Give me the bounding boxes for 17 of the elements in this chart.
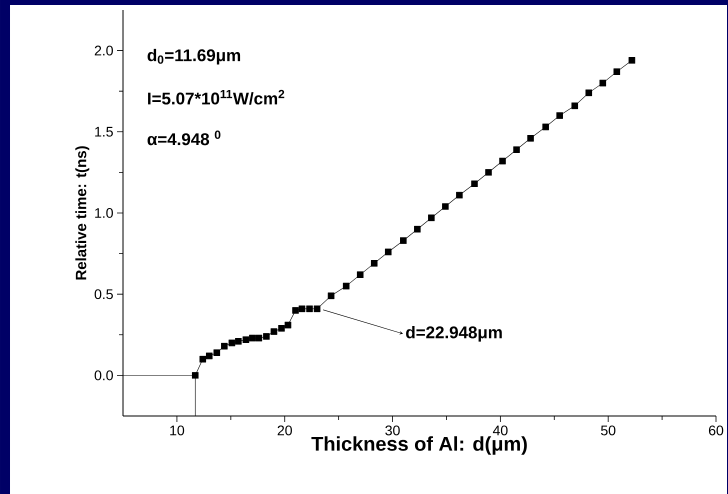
y-axis-title: Relative time: t(ns) [75, 146, 90, 280]
y-tick-label: 0.0 [94, 370, 113, 380]
x-tick-label: 40 [492, 425, 508, 436]
x-axis-title: Thickness of Al: d(μm) [311, 436, 527, 455]
x-tick-label: 20 [278, 425, 292, 436]
x-tick-label: 30 [385, 425, 400, 436]
x-tick-label: 10 [170, 425, 184, 436]
y-tick-label: 1.5 [95, 126, 113, 137]
y-tick-label: 2.0 [94, 46, 113, 56]
annotation: I=5.07*10$^{11}$W/cm$^{2}$ [148, 90, 284, 105]
x-tick-label: 50 [600, 425, 616, 436]
y-tick-label: 1.0 [95, 208, 113, 218]
annotation: d$_{0}$=11.69μm [148, 48, 240, 65]
x-tick-label: 60 [708, 425, 724, 436]
annotation: α=4.948 $^{0}$ [148, 130, 220, 146]
y-tick-label: 0.5 [94, 289, 113, 300]
annotation: d=22.948μm [406, 326, 502, 342]
